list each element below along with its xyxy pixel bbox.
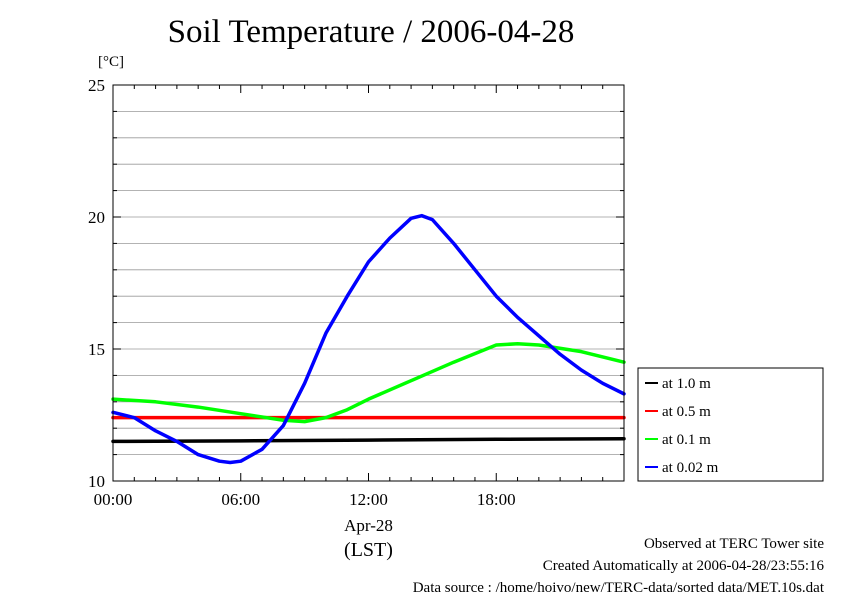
y-tick-label: 15 <box>88 340 105 359</box>
footer-created: Created Automatically at 2006-04-28/23:5… <box>542 558 824 574</box>
legend-label: at 0.1 m <box>662 432 711 448</box>
legend: at 1.0 m at 0.5 m at 0.1 m at 0.02 m <box>637 367 824 482</box>
date-label: Apr-28 <box>344 516 393 535</box>
footer-data-source: Data source : /home/hoivo/new/TERC-data/… <box>412 580 824 596</box>
plot-frame <box>112 84 625 482</box>
legend-label: at 0.5 m <box>662 404 711 420</box>
legend-label: at 1.0 m <box>662 376 711 392</box>
x-tick-label: 18:00 <box>477 490 516 509</box>
y-tick-label: 25 <box>88 76 105 95</box>
axes: 10 15 20 25 00:00 06:00 12:00 18:00 Apr-28 (LST) <box>88 76 625 561</box>
series-lines <box>111 213 626 465</box>
y-tick-label: 10 <box>88 472 105 491</box>
grid-lines <box>113 111 624 456</box>
x-tick-label: 06:00 <box>221 490 260 509</box>
series-line-at-0-1-m <box>111 341 626 424</box>
footer-observed: Observed at TERC Tower site <box>643 536 824 552</box>
legend-box <box>637 367 824 482</box>
x-axis-label: (LST) <box>344 539 393 561</box>
y-axis-unit-label: [°C] <box>98 54 124 70</box>
series-line-at-1-0-m <box>111 437 626 444</box>
y-tick-label: 20 <box>88 208 105 227</box>
x-tick-label: 00:00 <box>94 490 133 509</box>
chart-title: Soil Temperature / 2006-04-28 <box>167 14 575 50</box>
series-line-at-0-02-m <box>111 213 626 465</box>
legend-label: at 0.02 m <box>662 460 719 476</box>
x-tick-label: 12:00 <box>349 490 388 509</box>
